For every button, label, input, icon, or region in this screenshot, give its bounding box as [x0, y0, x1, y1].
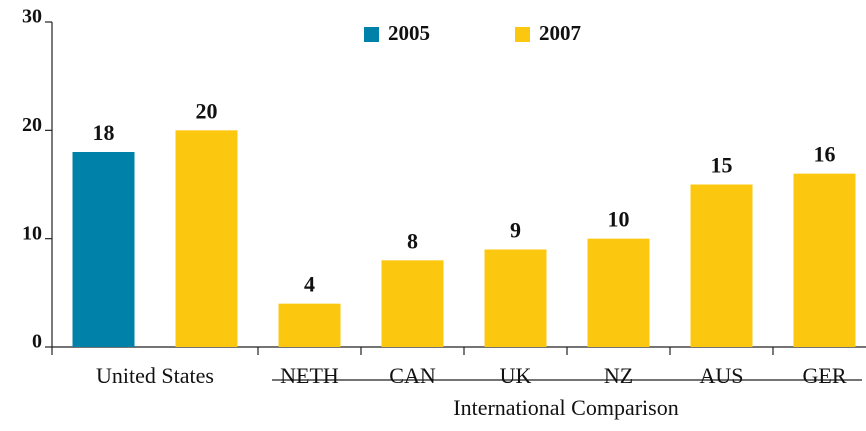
bar — [278, 303, 341, 347]
bar — [690, 184, 753, 347]
x-tick-label: AUS — [699, 363, 743, 388]
value-label: 18 — [93, 120, 115, 145]
y-tick-label: 10 — [22, 222, 42, 244]
value-label: 16 — [814, 142, 836, 167]
value-label: 15 — [711, 153, 733, 178]
value-label: 9 — [510, 218, 521, 243]
legend-swatch — [364, 27, 379, 42]
legend-label: 2005 — [388, 21, 430, 45]
bar — [587, 238, 650, 347]
x-tick-label: GER — [803, 363, 847, 388]
bar — [381, 260, 444, 347]
y-tick-label: 20 — [22, 114, 42, 136]
x-tick-label: NETH — [280, 363, 339, 388]
y-tick-label: 0 — [32, 331, 42, 353]
group-label: International Comparison — [453, 395, 678, 420]
bar — [72, 152, 135, 347]
value-label: 8 — [407, 228, 418, 253]
bar — [484, 249, 547, 347]
x-tick-label: UK — [500, 363, 532, 388]
legend-swatch — [515, 27, 530, 42]
value-label: 20 — [196, 98, 218, 123]
x-tick-label: United States — [96, 363, 214, 388]
legend-label: 2007 — [539, 21, 581, 45]
x-tick-label: CAN — [389, 363, 436, 388]
value-label: 4 — [304, 272, 315, 297]
x-tick-label: NZ — [604, 363, 633, 388]
bar — [793, 173, 856, 347]
value-label: 10 — [608, 207, 630, 232]
bar — [175, 130, 238, 347]
y-tick-label: 30 — [22, 6, 42, 28]
